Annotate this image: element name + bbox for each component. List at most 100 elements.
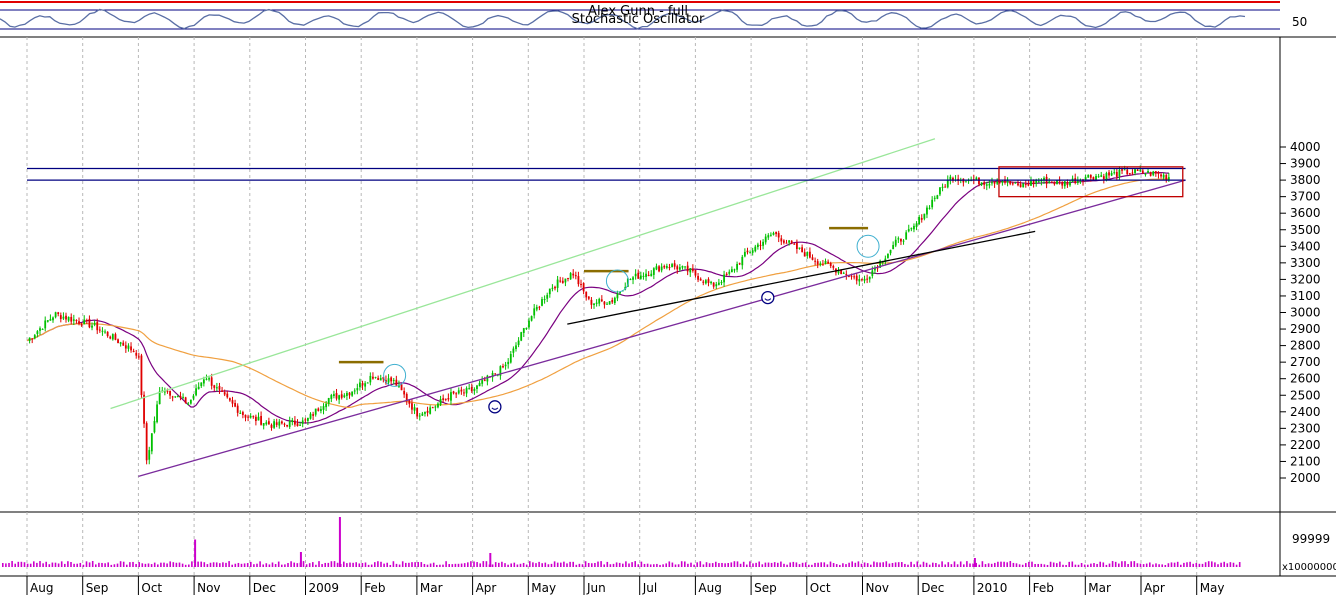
volume-bar	[649, 564, 652, 567]
candle-down	[567, 278, 569, 280]
candle-up	[262, 423, 265, 426]
volume-bar	[935, 562, 937, 567]
candle-down	[658, 266, 660, 272]
volume-bar	[628, 563, 630, 567]
candle-up	[1076, 179, 1079, 183]
volume-bar	[1046, 564, 1049, 567]
candle-up	[374, 377, 377, 379]
volume-bar	[808, 564, 810, 567]
stochastic-line	[0, 8, 1246, 30]
candle-up	[681, 266, 684, 268]
candle-up	[629, 279, 632, 281]
volume-bar	[268, 564, 271, 567]
volume-bar	[1229, 562, 1232, 567]
candle-up	[52, 317, 54, 321]
volume-bar	[417, 562, 419, 567]
volume-bar	[336, 562, 339, 567]
volume-bar	[473, 561, 475, 567]
candle-up	[616, 293, 619, 299]
volume-bar	[39, 561, 41, 567]
volume-bar	[854, 562, 857, 567]
candle-down	[234, 403, 236, 407]
y-tick-label: 2100	[1290, 454, 1321, 468]
candle-down	[247, 416, 249, 418]
candle-up	[208, 378, 210, 380]
volume-bar	[302, 561, 305, 567]
volume-bar	[374, 562, 376, 567]
volume-bar	[876, 562, 878, 567]
volume-bar	[541, 563, 543, 567]
circle-annotation	[383, 363, 407, 387]
volume-bar	[981, 561, 984, 567]
candle-up	[359, 382, 361, 388]
volume-bar	[1083, 564, 1086, 567]
y-tick-label: 3700	[1290, 190, 1321, 204]
candle-up	[1006, 180, 1009, 183]
candle-up	[525, 327, 528, 330]
volume-bar	[54, 562, 57, 567]
volume-bar	[1111, 561, 1114, 567]
candle-down	[312, 414, 315, 416]
candle-up	[49, 319, 52, 321]
volume-tick-label: 99999	[1292, 532, 1330, 546]
candle-up	[915, 223, 918, 228]
x-tick-label: Sep	[754, 581, 777, 595]
volume-bar	[873, 561, 875, 567]
candle-up	[481, 380, 484, 384]
candle-down	[699, 278, 702, 281]
candle-up	[868, 276, 871, 280]
candle-up	[564, 278, 567, 283]
volume-bar	[225, 562, 227, 567]
volume-bar	[804, 562, 807, 567]
candle-up	[1001, 181, 1004, 183]
volume-bar	[110, 564, 113, 567]
volume-bar	[181, 563, 184, 567]
candle-down	[983, 182, 986, 185]
volume-bar	[1161, 564, 1163, 567]
volume-bar	[1031, 561, 1033, 567]
volume-bar	[51, 562, 54, 567]
candle-up	[150, 433, 153, 452]
candle-down	[59, 315, 62, 320]
volume-bar	[82, 564, 85, 567]
candle-up	[62, 316, 65, 319]
volume-bar	[250, 561, 252, 567]
volume-bar	[591, 563, 593, 567]
volume-bar	[321, 564, 323, 567]
candle-up	[36, 331, 39, 335]
volume-bar	[507, 564, 509, 567]
volume-bar	[8, 562, 10, 567]
volume-bar	[1009, 561, 1012, 567]
volume-bar	[814, 562, 816, 567]
candle-up	[67, 316, 70, 321]
candle-down	[304, 419, 307, 421]
volume-bar	[987, 563, 990, 567]
candle-down	[166, 390, 169, 392]
y-tick-label: 3100	[1290, 289, 1321, 303]
volume-bar	[231, 564, 233, 567]
volume-bar	[113, 564, 116, 567]
candle-up	[1043, 177, 1045, 180]
volume-bar	[36, 562, 38, 567]
volume-bar	[467, 562, 469, 567]
volume-bar	[293, 562, 295, 567]
volume-bar	[395, 563, 398, 567]
candle-down	[845, 273, 848, 276]
x-tick-label: Dec	[921, 581, 944, 595]
volume-bar	[1136, 563, 1139, 567]
candle-up	[634, 273, 637, 277]
candle-down	[793, 243, 796, 245]
volume-bar	[851, 561, 853, 567]
volume-bar	[228, 561, 230, 567]
volume-bar	[736, 561, 739, 567]
candle-up	[418, 415, 421, 417]
volume-bar	[42, 563, 44, 567]
volume-bar	[370, 564, 373, 567]
x-tick-label: Apr	[476, 581, 497, 595]
volume-bar	[519, 563, 522, 567]
candle-down	[848, 275, 850, 277]
candle-up	[665, 265, 668, 268]
candle-up	[645, 273, 647, 277]
candle-down	[267, 421, 270, 425]
candle-down	[697, 276, 699, 280]
